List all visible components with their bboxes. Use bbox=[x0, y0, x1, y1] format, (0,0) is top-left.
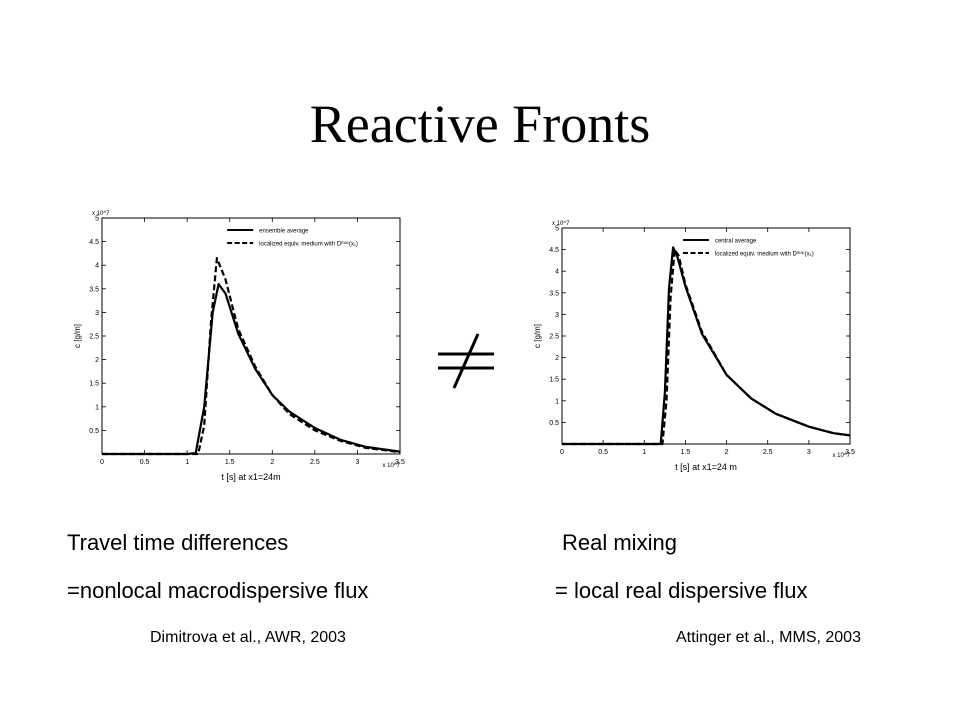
x-tick-label: 1 bbox=[642, 449, 646, 456]
series-line-0 bbox=[562, 246, 851, 446]
x-tick-label: 0 bbox=[560, 449, 564, 456]
left-chart: 0 0.5 1 1.5 2 2.5 3 3.50.511.522.533.544.55x 10… bbox=[73, 211, 405, 482]
y-tick-label: 5 bbox=[555, 226, 559, 233]
y-tick-label: 1.5 bbox=[89, 381, 99, 388]
y-exponent-label: x 10^7 bbox=[552, 221, 570, 227]
y-tick-label: 3 bbox=[95, 310, 99, 317]
y-tick-label: 2 bbox=[555, 355, 559, 362]
y-tick-label: 2 bbox=[95, 357, 99, 364]
y-tick-label: 3 bbox=[555, 312, 559, 319]
series-line-0 bbox=[102, 283, 401, 456]
left-caption-line2: =nonlocal macrodispersive flux bbox=[67, 578, 369, 603]
left-caption-line1: Travel time differences bbox=[67, 530, 289, 555]
x-tick-label: 2.5 bbox=[310, 459, 320, 466]
x-tick-label: 0.5 bbox=[140, 459, 150, 466]
x-exponent-label: x 10^7 bbox=[383, 463, 401, 469]
y-exponent-label: x 10^7 bbox=[92, 211, 110, 217]
slide-title: Reactive Fronts bbox=[309, 94, 651, 154]
x-tick-label: 3.5 bbox=[845, 449, 855, 456]
y-tick-label: 4.5 bbox=[89, 239, 99, 246]
x-tick-label: 2 bbox=[725, 449, 729, 456]
series-line-1 bbox=[102, 257, 401, 456]
x-tick-label: 0.5 bbox=[598, 449, 608, 456]
y-tick-label: 4 bbox=[555, 269, 559, 276]
y-axis-label: c [g/m] bbox=[533, 324, 542, 348]
right-chart: 0 0.5 1 1.5 2 2.5 3 3.50.511.522.533.544.55x 10… bbox=[533, 221, 855, 472]
y-tick-label: 5 bbox=[95, 216, 99, 223]
right-caption-line1: Real mixing bbox=[562, 530, 677, 555]
y-tick-label: 3.5 bbox=[89, 286, 99, 293]
legend-label-0: ensemble average bbox=[259, 229, 309, 235]
x-tick-label: 2 bbox=[270, 459, 274, 466]
y-tick-label: 1 bbox=[95, 404, 99, 411]
y-tick-label: 1 bbox=[555, 398, 559, 405]
x-tick-label: 0 bbox=[100, 459, 104, 466]
not-equal-icon bbox=[438, 333, 494, 389]
right-caption-line2: = local real dispersive flux bbox=[555, 578, 808, 603]
x-tick-label: 3 bbox=[807, 449, 811, 456]
y-tick-label: 4.5 bbox=[549, 247, 559, 254]
y-tick-label: 2.5 bbox=[89, 334, 99, 341]
y-tick-label: 1.5 bbox=[549, 377, 559, 384]
left-reference: Dimitrova et al., AWR, 2003 bbox=[150, 629, 346, 646]
y-tick-label: 3.5 bbox=[549, 290, 559, 297]
y-tick-label: 0.5 bbox=[549, 420, 559, 427]
x-tick-label: 1.5 bbox=[225, 459, 235, 466]
x-exponent-label: x 10^7 bbox=[833, 453, 851, 459]
legend-label-1: localized equiv. medium with Dᵐᵃᶜ(x₁) bbox=[715, 252, 814, 258]
x-tick-label: 2.5 bbox=[763, 449, 773, 456]
plot-frame bbox=[561, 227, 851, 445]
right-reference: Attinger et al., MMS, 2003 bbox=[676, 629, 861, 646]
y-tick-label: 2.5 bbox=[549, 334, 559, 341]
x-axis-label: t [s] at x1=24m bbox=[221, 472, 280, 482]
y-tick-label: 0.5 bbox=[89, 428, 99, 435]
legend-label-1: localized equiv. medium with Dᵐᵃᶜ(x₁) bbox=[259, 242, 358, 248]
legend-label-0: central average bbox=[715, 239, 757, 245]
x-tick-label: 3 bbox=[355, 459, 359, 466]
y-tick-label: 4 bbox=[95, 263, 99, 270]
x-tick-label: 3.5 bbox=[395, 459, 405, 466]
y-axis-label: c [g/m] bbox=[73, 324, 82, 348]
x-tick-label: 1.5 bbox=[681, 449, 691, 456]
plot-frame bbox=[101, 217, 401, 455]
x-tick-label: 1 bbox=[185, 459, 189, 466]
x-axis-label: t [s] at x1=24 m bbox=[675, 462, 737, 472]
series-line-1 bbox=[562, 248, 851, 446]
